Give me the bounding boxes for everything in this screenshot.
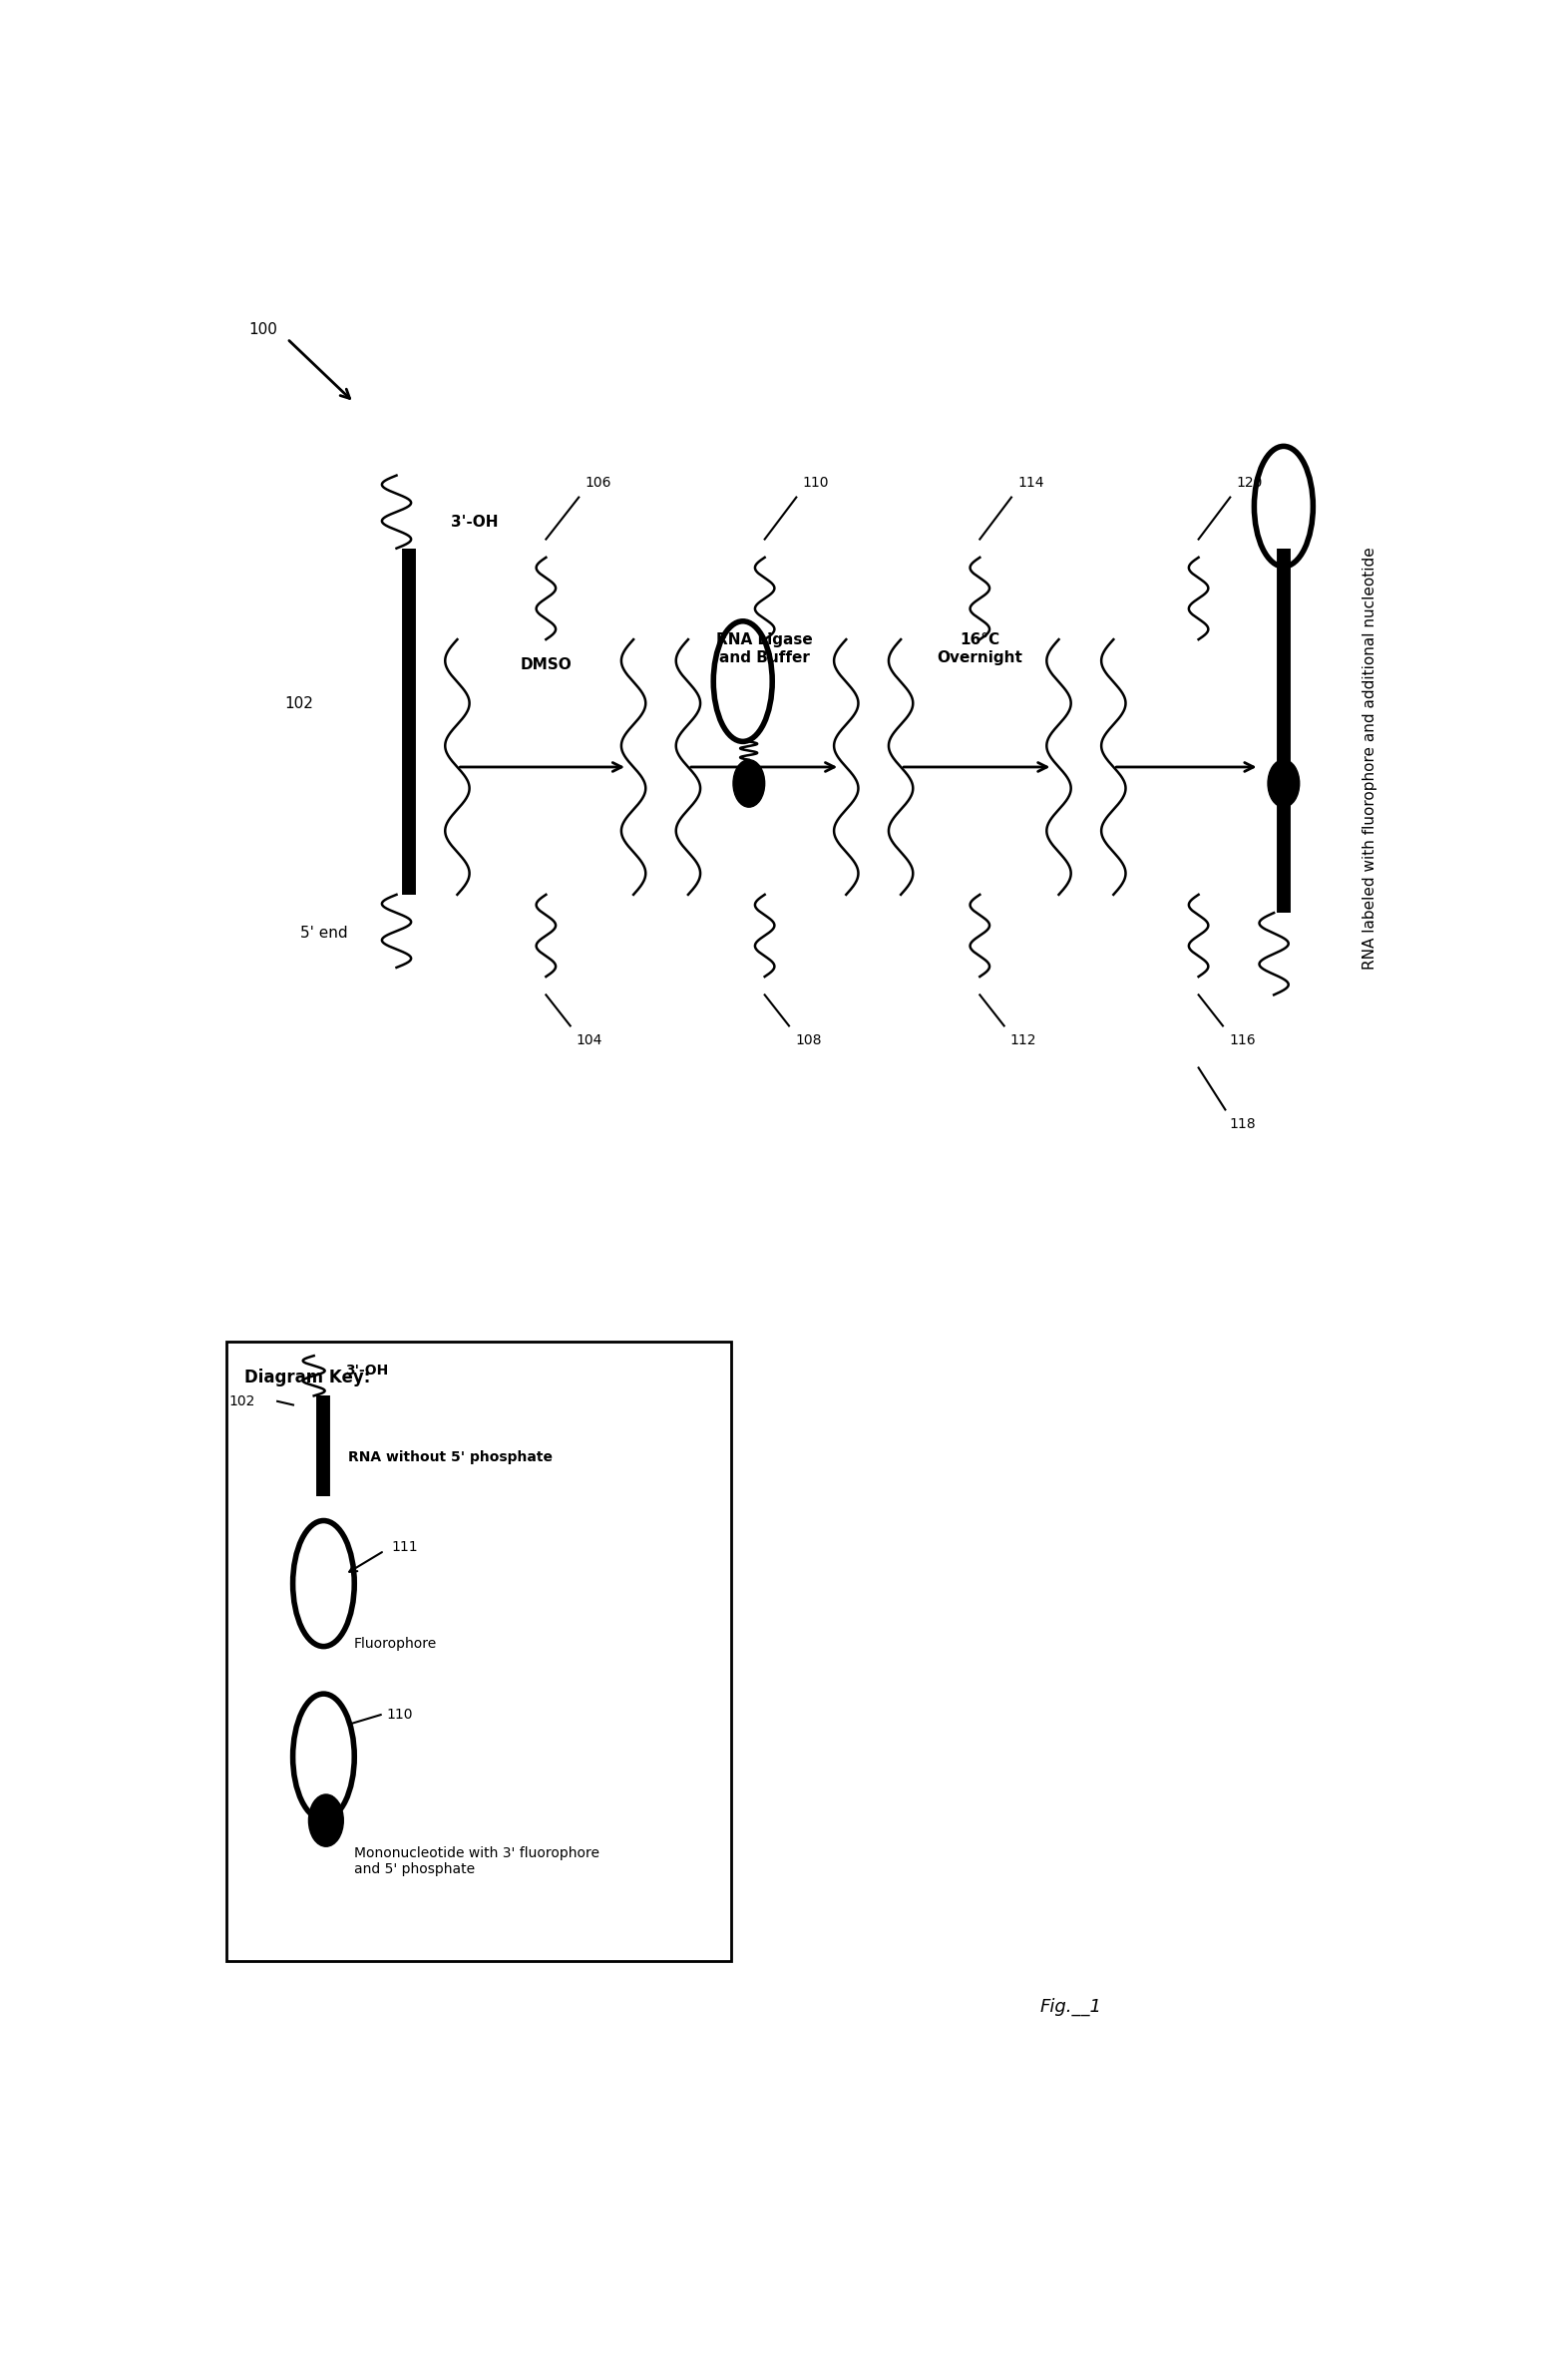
Text: 3'-OH: 3'-OH bbox=[345, 1363, 389, 1378]
FancyBboxPatch shape bbox=[226, 1342, 731, 1960]
Text: Diagram Key:: Diagram Key: bbox=[245, 1368, 370, 1387]
Text: 114: 114 bbox=[1018, 476, 1044, 490]
Text: 100: 100 bbox=[248, 322, 278, 336]
Text: 3'-OH: 3'-OH bbox=[452, 516, 499, 530]
Text: Fig.__1: Fig.__1 bbox=[1040, 1998, 1102, 2014]
Text: 5' end: 5' end bbox=[299, 925, 348, 940]
Text: 111: 111 bbox=[392, 1541, 419, 1555]
Text: 118: 118 bbox=[1229, 1117, 1256, 1131]
Circle shape bbox=[1269, 760, 1300, 807]
Text: Mononucleotide with 3' fluorophore
and 5' phosphate: Mononucleotide with 3' fluorophore and 5… bbox=[354, 1846, 599, 1877]
Text: Fluorophore: Fluorophore bbox=[354, 1636, 437, 1650]
Text: RNA without 5' phosphate: RNA without 5' phosphate bbox=[348, 1451, 552, 1465]
Text: 104: 104 bbox=[577, 1032, 602, 1046]
Text: 108: 108 bbox=[795, 1032, 822, 1046]
Circle shape bbox=[734, 760, 765, 807]
Text: 102: 102 bbox=[285, 696, 314, 710]
Circle shape bbox=[309, 1794, 343, 1846]
Text: 16°C
Overnight: 16°C Overnight bbox=[938, 632, 1022, 665]
Text: 102: 102 bbox=[229, 1394, 256, 1408]
Text: 110: 110 bbox=[803, 476, 829, 490]
Text: 112: 112 bbox=[1010, 1032, 1036, 1046]
Text: RNA Ligase
and Buffer: RNA Ligase and Buffer bbox=[717, 632, 812, 665]
Text: DMSO: DMSO bbox=[521, 658, 572, 672]
Text: 116: 116 bbox=[1229, 1032, 1256, 1046]
Text: 120: 120 bbox=[1236, 476, 1262, 490]
Text: 106: 106 bbox=[585, 476, 612, 490]
Text: RNA labeled with fluorophore and additional nucleotide: RNA labeled with fluorophore and additio… bbox=[1363, 547, 1378, 968]
Text: 110: 110 bbox=[387, 1709, 414, 1721]
